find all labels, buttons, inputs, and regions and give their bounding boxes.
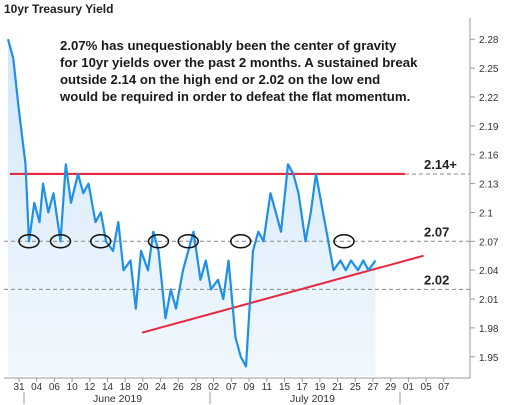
x-tick-label-3: 10: [67, 382, 79, 393]
x-axis: 31 04 06 10 12 14 18 20 24 26 28 02 07 09 11 15 17 19 21 25…: [13, 378, 450, 404]
marker-layer: [18, 234, 355, 249]
annotation-line-4: would be required in order to defeat the…: [59, 89, 410, 104]
marker-ellipse-4: [177, 234, 199, 249]
y-tick-label-2: 2.22: [479, 93, 499, 104]
x-tick-label-15: 15: [279, 382, 291, 393]
chart-title: 10yr Treasury Yield: [4, 2, 113, 16]
level-layer: 2.14+ 2.07 2.02: [4, 157, 470, 334]
x-tick-label-5: 14: [102, 382, 114, 393]
y-tick-label-10: 1.98: [479, 324, 499, 335]
x-tick-label-6: 18: [120, 382, 132, 393]
marker-ellipse-5: [230, 234, 252, 249]
x-tick-label-8: 24: [155, 382, 167, 393]
month-label-july: July 2019: [290, 393, 335, 405]
trendline: [141, 254, 424, 334]
marker-ellipse-6: [333, 234, 355, 249]
y-axis: 2.28 2.25 2.22 2.19 2.16 2.13 2.1 2.07 2.04 2.01 1…: [470, 35, 499, 364]
y-tick-label-11: 1.95: [479, 353, 499, 364]
x-tick-label-7: 20: [137, 382, 149, 393]
x-tick-label-22: 01: [403, 382, 415, 393]
x-tick-label-12: 07: [226, 382, 238, 393]
annotation-line-1: 2.07% has unequestionably been the cente…: [60, 38, 397, 53]
x-tick-label-11: 02: [208, 382, 220, 393]
area-layer: [8, 39, 376, 376]
x-tick-label-2: 06: [49, 382, 61, 393]
marker-ellipse-1: [49, 234, 72, 249]
line-layer: [6, 38, 377, 368]
y-tick-label-4: 2.16: [479, 151, 499, 162]
series-line: [6, 38, 377, 368]
x-tick-label-19: 25: [350, 382, 362, 393]
y-tick-label-1: 2.25: [479, 64, 499, 75]
y-tick-label-8: 2.04: [479, 266, 499, 277]
y-tick-label-7: 2.07: [479, 237, 499, 248]
y-tick-label-3: 2.19: [479, 122, 499, 133]
y-tick-label-6: 2.1: [479, 208, 493, 219]
annotation-line-3: outside 2.14 on the high end or 2.02 on …: [60, 72, 380, 87]
annotation-line-2: for 10yr yields over the past 2 months. …: [60, 55, 418, 70]
x-tick-label-10: 28: [190, 382, 202, 393]
x-tick-label-21: 29: [385, 382, 397, 393]
y-tick-label-5: 2.13: [479, 180, 499, 191]
y-tick-label-0: 2.28: [479, 35, 499, 46]
x-tick-label-13: 09: [244, 382, 256, 393]
x-tick-label-20: 27: [367, 382, 379, 393]
x-tick-label-16: 17: [297, 382, 309, 393]
x-tick-label-4: 12: [84, 382, 96, 393]
marker-ellipse-2: [90, 234, 112, 249]
x-tick-label-24: 07: [438, 382, 450, 393]
x-tick-label-9: 26: [173, 382, 185, 393]
x-tick-label-23: 05: [421, 382, 433, 393]
x-tick-label-18: 21: [332, 382, 344, 393]
level-label-2: 2.02: [424, 272, 449, 287]
series-area: [8, 39, 376, 376]
y-tick-label-9: 2.01: [479, 295, 499, 306]
x-tick-label-1: 04: [31, 382, 43, 393]
marker-ellipse-3: [147, 234, 170, 249]
level-label-1: 2.07: [424, 224, 449, 239]
x-tick-label-0: 31: [13, 382, 25, 393]
x-tick-label-17: 19: [314, 382, 326, 393]
month-label-june: June 2019: [93, 393, 142, 405]
level-label-0: 2.14+: [424, 157, 457, 172]
marker-ellipse-0: [18, 234, 40, 249]
x-tick-label-14: 11: [262, 382, 273, 393]
